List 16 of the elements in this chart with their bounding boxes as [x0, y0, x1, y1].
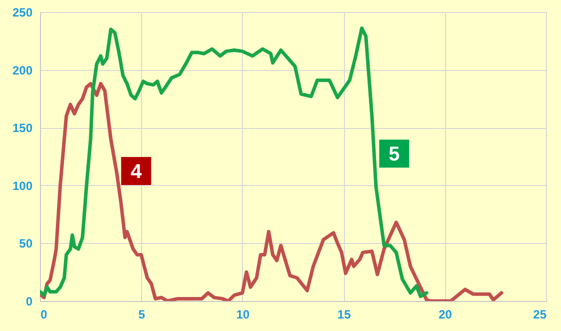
line-series	[40, 82, 504, 301]
y-tick-label: 0	[26, 294, 33, 308]
y-tick-label: 100	[12, 178, 33, 193]
y-tick-label: 200	[12, 63, 33, 78]
x-tick-label: 10	[236, 308, 250, 322]
series-label: 4	[130, 160, 143, 183]
y-tick-label: 50	[19, 236, 33, 251]
x-tick-label: 0	[40, 308, 48, 322]
x-tick-label: 15	[337, 308, 352, 322]
y-tick-label: 150	[12, 121, 33, 136]
x-tick-label: 20	[438, 308, 452, 322]
x-tick-label: 5	[138, 308, 146, 322]
x-tick-label: 25	[533, 308, 547, 322]
y-tick-label: 250	[12, 6, 33, 20]
line-series	[40, 26, 428, 298]
series-label: 5	[388, 144, 400, 166]
